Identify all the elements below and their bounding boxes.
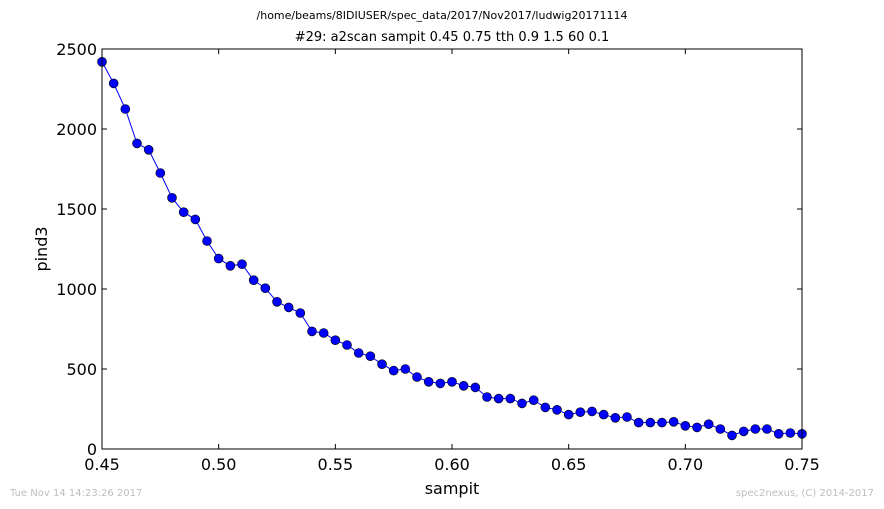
x-tick-label: 0.50	[201, 455, 237, 474]
axis-ticks: 0.45 0.50 0.55 0.60 0.65 0.70 0.75 0 500 1000 1500…	[56, 40, 820, 474]
chart-title: #29: a2scan sampit 0.45 0.75 tth 0.9 1.5…	[294, 30, 610, 45]
data-point	[540, 402, 551, 413]
data-point	[773, 428, 784, 439]
data-point	[190, 214, 201, 225]
x-tick-label: 0.70	[668, 455, 704, 474]
data-point	[470, 382, 481, 393]
data-point	[213, 253, 224, 264]
data-point	[762, 424, 772, 434]
data-point	[132, 138, 142, 149]
data-point	[423, 376, 434, 387]
data-point	[155, 168, 166, 178]
y-tick-label: 2500	[56, 40, 97, 59]
data-point	[447, 376, 457, 387]
y-tick-label: 1500	[56, 200, 97, 219]
data-point	[633, 417, 644, 428]
x-tick-label: 0.75	[784, 455, 820, 474]
data-point	[493, 393, 504, 404]
data-point	[342, 340, 352, 350]
data-point	[120, 104, 131, 114]
data-point	[750, 424, 761, 434]
data-point	[622, 412, 632, 422]
data-point	[400, 364, 411, 374]
data-point	[587, 406, 597, 417]
data-point	[178, 207, 189, 217]
data-point	[645, 417, 656, 428]
data-point	[482, 392, 492, 402]
data-point	[692, 422, 702, 433]
data-point	[727, 430, 737, 441]
data-point	[318, 328, 329, 338]
data-point	[353, 348, 364, 358]
data-point	[377, 359, 387, 370]
y-tick-label: 2000	[56, 120, 97, 139]
data-point	[528, 395, 539, 406]
plot-frame	[101, 48, 803, 450]
data-point	[575, 407, 586, 418]
x-tick-label: 0.55	[318, 455, 354, 474]
y-tick-label: 0	[87, 440, 97, 459]
data-point	[552, 404, 562, 415]
data-point	[680, 420, 691, 431]
data-point	[657, 417, 667, 428]
data-point	[365, 351, 376, 362]
data-point	[108, 78, 119, 89]
data-point	[598, 409, 609, 420]
data-point	[248, 275, 259, 286]
data-point	[668, 416, 679, 427]
data-point	[307, 326, 317, 337]
data-point	[272, 296, 282, 307]
data-point	[237, 259, 247, 270]
data-point	[225, 260, 236, 271]
x-tick-label: 0.60	[434, 455, 470, 474]
y-tick-label: 1000	[56, 280, 97, 299]
data-point	[738, 426, 749, 437]
data-point	[563, 409, 574, 420]
data-point	[388, 365, 399, 376]
plot-area	[97, 56, 807, 441]
x-tick-label: 0.45	[84, 455, 120, 474]
data-point	[295, 308, 306, 318]
data-point	[167, 193, 177, 203]
data-point	[785, 428, 796, 438]
x-axis-label: sampit	[425, 479, 480, 498]
data-point	[610, 412, 621, 423]
data-point	[202, 236, 212, 246]
x-tick-label: 0.65	[551, 455, 587, 474]
data-point	[412, 372, 422, 382]
data-point	[703, 419, 714, 430]
data-point	[505, 393, 516, 404]
data-point	[143, 145, 154, 155]
y-tick-label: 500	[66, 360, 97, 379]
data-point	[435, 378, 446, 389]
data-point	[458, 380, 469, 391]
data-point	[330, 335, 341, 346]
data-point	[517, 398, 527, 409]
data-point	[283, 302, 294, 313]
copyright-footer: spec2nexus, (C) 2014-2017	[735, 488, 874, 499]
data-point	[260, 283, 271, 294]
data-point	[715, 424, 726, 434]
figure-suptitle: /home/beams/8IDIUSER/spec_data/2017/Nov2…	[256, 9, 628, 22]
y-axis-label: pind3	[32, 226, 51, 271]
timestamp-footer: Tue Nov 14 14:23:26 2017	[10, 488, 143, 499]
